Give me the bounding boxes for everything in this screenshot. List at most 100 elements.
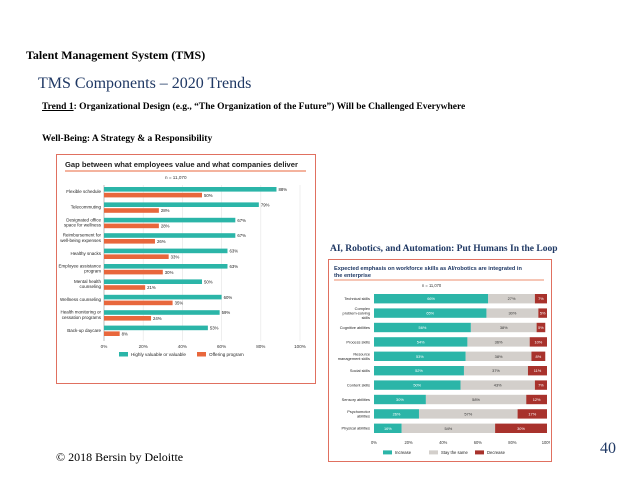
chart2-data-label: 26% — [393, 411, 401, 416]
chart2-category-label: skills — [362, 315, 370, 320]
chart2-data-label: 65% — [426, 311, 434, 316]
chart2-data-label: 56% — [419, 325, 427, 330]
chart2-category-label: management skills — [338, 356, 370, 361]
chart1-bar-valued — [104, 187, 277, 192]
chart2-data-label: 5% — [540, 311, 546, 316]
chart1-legend-swatch — [119, 352, 128, 357]
chart1-data-label: 24% — [153, 316, 162, 321]
system-title: Talent Management System (TMS) — [26, 48, 206, 62]
trend-text: : Organizational Design (e.g., “The Orga… — [73, 102, 466, 112]
chart2-data-label: 38% — [500, 325, 508, 330]
chart2-data-label: 30% — [509, 311, 517, 316]
chart2-data-label: 66% — [427, 296, 435, 301]
chart1-category-label: Flexible schedule — [66, 189, 101, 194]
chart1-bar-valued — [104, 202, 259, 207]
chart1-bar-offering — [104, 331, 120, 336]
chart1-data-label: 30% — [165, 270, 174, 275]
chart1-xtick: 0% — [101, 344, 108, 349]
chart2-category-label: Content skills — [347, 383, 370, 388]
chart1-data-label: 35% — [175, 301, 184, 306]
chart2-data-label: 7% — [538, 296, 544, 301]
chart1-bar-valued — [104, 248, 228, 254]
chart2-bar-decrease — [495, 423, 547, 433]
chart2-bar-decrease — [534, 380, 547, 390]
chart2-data-label: 36% — [495, 339, 503, 344]
chart2-bar-decrease — [527, 366, 547, 376]
chart2-bar-decrease — [517, 409, 547, 419]
chart2-bar-stay-the-same — [460, 380, 535, 390]
chart1-bar-valued — [104, 325, 208, 331]
chart2-category-label: Psychomotor — [347, 409, 370, 414]
chart1-data-label: 63% — [229, 249, 238, 254]
chart2-bar-decrease — [538, 308, 547, 318]
chart2-bar-stay-the-same — [488, 294, 535, 304]
chart2-xtick: 100% — [542, 440, 550, 445]
chart1-data-label: 50% — [204, 193, 213, 198]
chart1-category-label: Reimbursement for — [63, 233, 102, 238]
chart2-bar-increase — [374, 337, 468, 347]
chart1-category-label: Healthy snacks — [70, 251, 101, 256]
wellbeing-gap-chart-svg: Gap between what employees value and wha… — [58, 160, 306, 357]
chart1-legend-swatch — [197, 352, 206, 357]
chart2-data-label: 12% — [533, 397, 541, 402]
chart1-data-label: 60% — [224, 295, 233, 300]
chart1-data-label: 21% — [147, 285, 156, 290]
chart2-legend-swatch — [383, 450, 392, 455]
chart1-category-label: Wellness counseling — [60, 297, 101, 302]
chart1-data-label: 79% — [261, 202, 270, 207]
chart2-category-label: abilities — [357, 414, 370, 419]
chart2-bar-stay-the-same — [418, 409, 518, 419]
chart2-bar-increase — [374, 351, 466, 361]
chart1-category-label: space for wellness — [64, 223, 102, 228]
chart2-data-label: 30% — [396, 397, 404, 402]
chart1-xtick: 40% — [178, 344, 187, 349]
chart1-data-label: 67% — [237, 218, 246, 223]
wellbeing-gap-chart: Gap between what employees value and wha… — [56, 154, 316, 384]
chart2-data-label: 37% — [492, 368, 500, 373]
page-number: 40 — [600, 440, 616, 457]
chart2-bar-stay-the-same — [463, 366, 528, 376]
ai-skills-chart-svg: Expected emphasis on workforce skills as… — [334, 266, 553, 455]
ai-heading: AI, Robotics, and Automation: Put Humans… — [330, 244, 558, 254]
chart1-category-label: cessation programs — [62, 315, 102, 320]
chart2-bar-stay-the-same — [467, 337, 530, 347]
chart1-data-label: 88% — [278, 187, 287, 192]
chart2-bar-stay-the-same — [465, 351, 532, 361]
chart2-title: the enterprise — [334, 273, 371, 279]
chart1-bar-valued — [104, 279, 202, 284]
chart1-data-label: 28% — [161, 208, 170, 213]
chart1-xtick: 80% — [256, 344, 265, 349]
chart1-data-label: 28% — [161, 224, 170, 229]
chart1-data-label: 63% — [229, 264, 238, 269]
chart1-bar-offering — [104, 269, 163, 275]
chart1-bar-offering — [104, 208, 159, 213]
chart2-category-label: Cognitive abilities — [340, 325, 370, 330]
chart2-data-label: 54% — [444, 426, 452, 431]
chart2-bar-increase — [374, 308, 487, 318]
chart2-bar-stay-the-same — [425, 394, 527, 405]
wellbeing-heading: Well-Being: A Strategy & a Responsibilit… — [42, 134, 213, 144]
chart2-legend-swatch — [475, 450, 484, 455]
chart1-data-label: 26% — [157, 239, 166, 244]
chart1-category-label: Back-up daycare — [67, 328, 101, 333]
chart1-xtick: 100% — [294, 344, 306, 349]
chart2-data-label: 50% — [413, 383, 421, 388]
chart1-legend-label: Offering program — [209, 352, 244, 357]
chart2-data-label: 53% — [416, 354, 424, 359]
chart2-data-label: 43% — [494, 383, 502, 388]
chart2-data-label: 11% — [534, 368, 542, 373]
chart2-category-label: Sensory abilities — [342, 397, 370, 402]
chart2-bar-increase — [374, 380, 461, 390]
chart2-xtick: 80% — [508, 440, 517, 445]
chart1-bar-valued — [104, 264, 228, 269]
chart2-data-label: 7% — [538, 383, 544, 388]
chart1-bar-valued — [104, 310, 220, 315]
chart2-bar-decrease — [531, 351, 546, 361]
chart2-data-label: 52% — [415, 368, 423, 373]
chart1-category-label: Designated office — [66, 217, 101, 222]
chart2-bar-decrease — [529, 337, 547, 347]
chart2-category-label: Technical skills — [344, 296, 370, 301]
chart1-bar-offering — [104, 192, 202, 198]
chart1-bar-valued — [104, 233, 236, 238]
chart1-data-label: 67% — [237, 233, 246, 238]
